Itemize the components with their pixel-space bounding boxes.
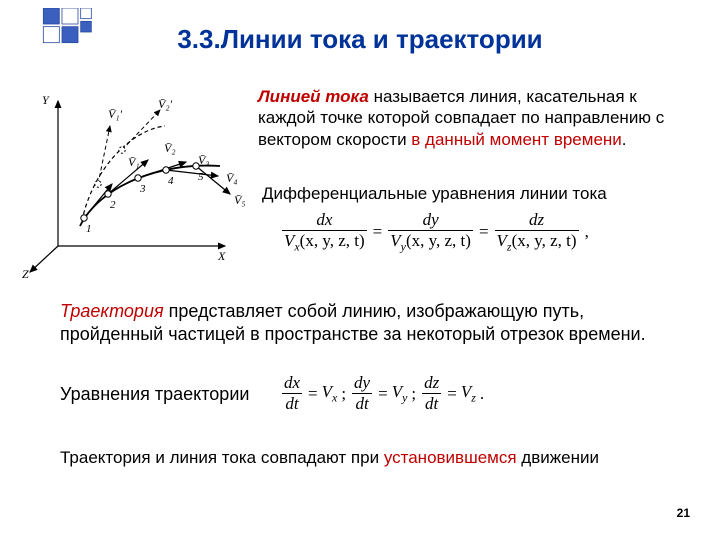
svg-text:V̄₃: V̄₃ xyxy=(198,153,210,167)
streamline-figure: Y X Z V̄₁ V̄₂ V̄₃ V̄₄ V̄₅ 1 2 3 4 5 V̄₁′ V̄₂′ xyxy=(20,86,245,281)
svg-text:V̄₄: V̄₄ xyxy=(226,171,238,185)
svg-text:5: 5 xyxy=(198,171,204,183)
def-tail: . xyxy=(622,130,627,149)
svg-text:V̄₂: V̄₂ xyxy=(164,141,176,155)
trajectory-definition: Траектория представляет собой линию, изо… xyxy=(60,300,660,345)
term-streamline: Линией тока xyxy=(258,87,369,106)
streamline-equation: dxVx(x, y, z, t) = dyVy(x, y, z, t) = dz… xyxy=(280,210,680,254)
conclusion-post: движении xyxy=(517,448,599,467)
slide-title: 3.3.Линии тока и траектории xyxy=(0,24,720,55)
svg-text:2: 2 xyxy=(110,199,116,211)
svg-text:4: 4 xyxy=(168,175,174,187)
def-emph: в данный момент времени xyxy=(411,130,622,149)
svg-text:V̄₂′: V̄₂′ xyxy=(158,97,173,111)
page-number: 21 xyxy=(677,506,690,520)
conclusion-pre: Траектория и линия тока совпадают при xyxy=(60,448,384,467)
diff-eq-label: Дифференциальные уравнения линии тока xyxy=(262,184,692,204)
streamline-definition: Линией тока называется линия, касательна… xyxy=(258,86,688,150)
svg-text:3: 3 xyxy=(139,183,146,195)
svg-text:V̄₁: V̄₁ xyxy=(128,155,140,169)
svg-text:V̄₅: V̄₅ xyxy=(234,193,245,207)
trajectory-equation: dxdt = Vx; dydt = Vy; dzdt = Vz. xyxy=(280,373,640,414)
svg-text:Z: Z xyxy=(22,267,29,281)
term-trajectory: Траектория xyxy=(60,301,164,321)
slide: 3.3.Линии тока и траектории Y X Z V̄₁ V̄₂ V̄₃… xyxy=(0,0,720,540)
svg-text:Y: Y xyxy=(42,93,50,107)
trajectory-eq-label: Уравнения траектории xyxy=(60,384,249,405)
svg-text:X: X xyxy=(217,249,226,263)
svg-text:1: 1 xyxy=(86,223,92,235)
svg-text:V̄₁′: V̄₁′ xyxy=(108,107,123,121)
conclusion-text: Траектория и линия тока совпадают при ус… xyxy=(60,448,660,468)
conclusion-emph: установившемся xyxy=(384,448,517,467)
